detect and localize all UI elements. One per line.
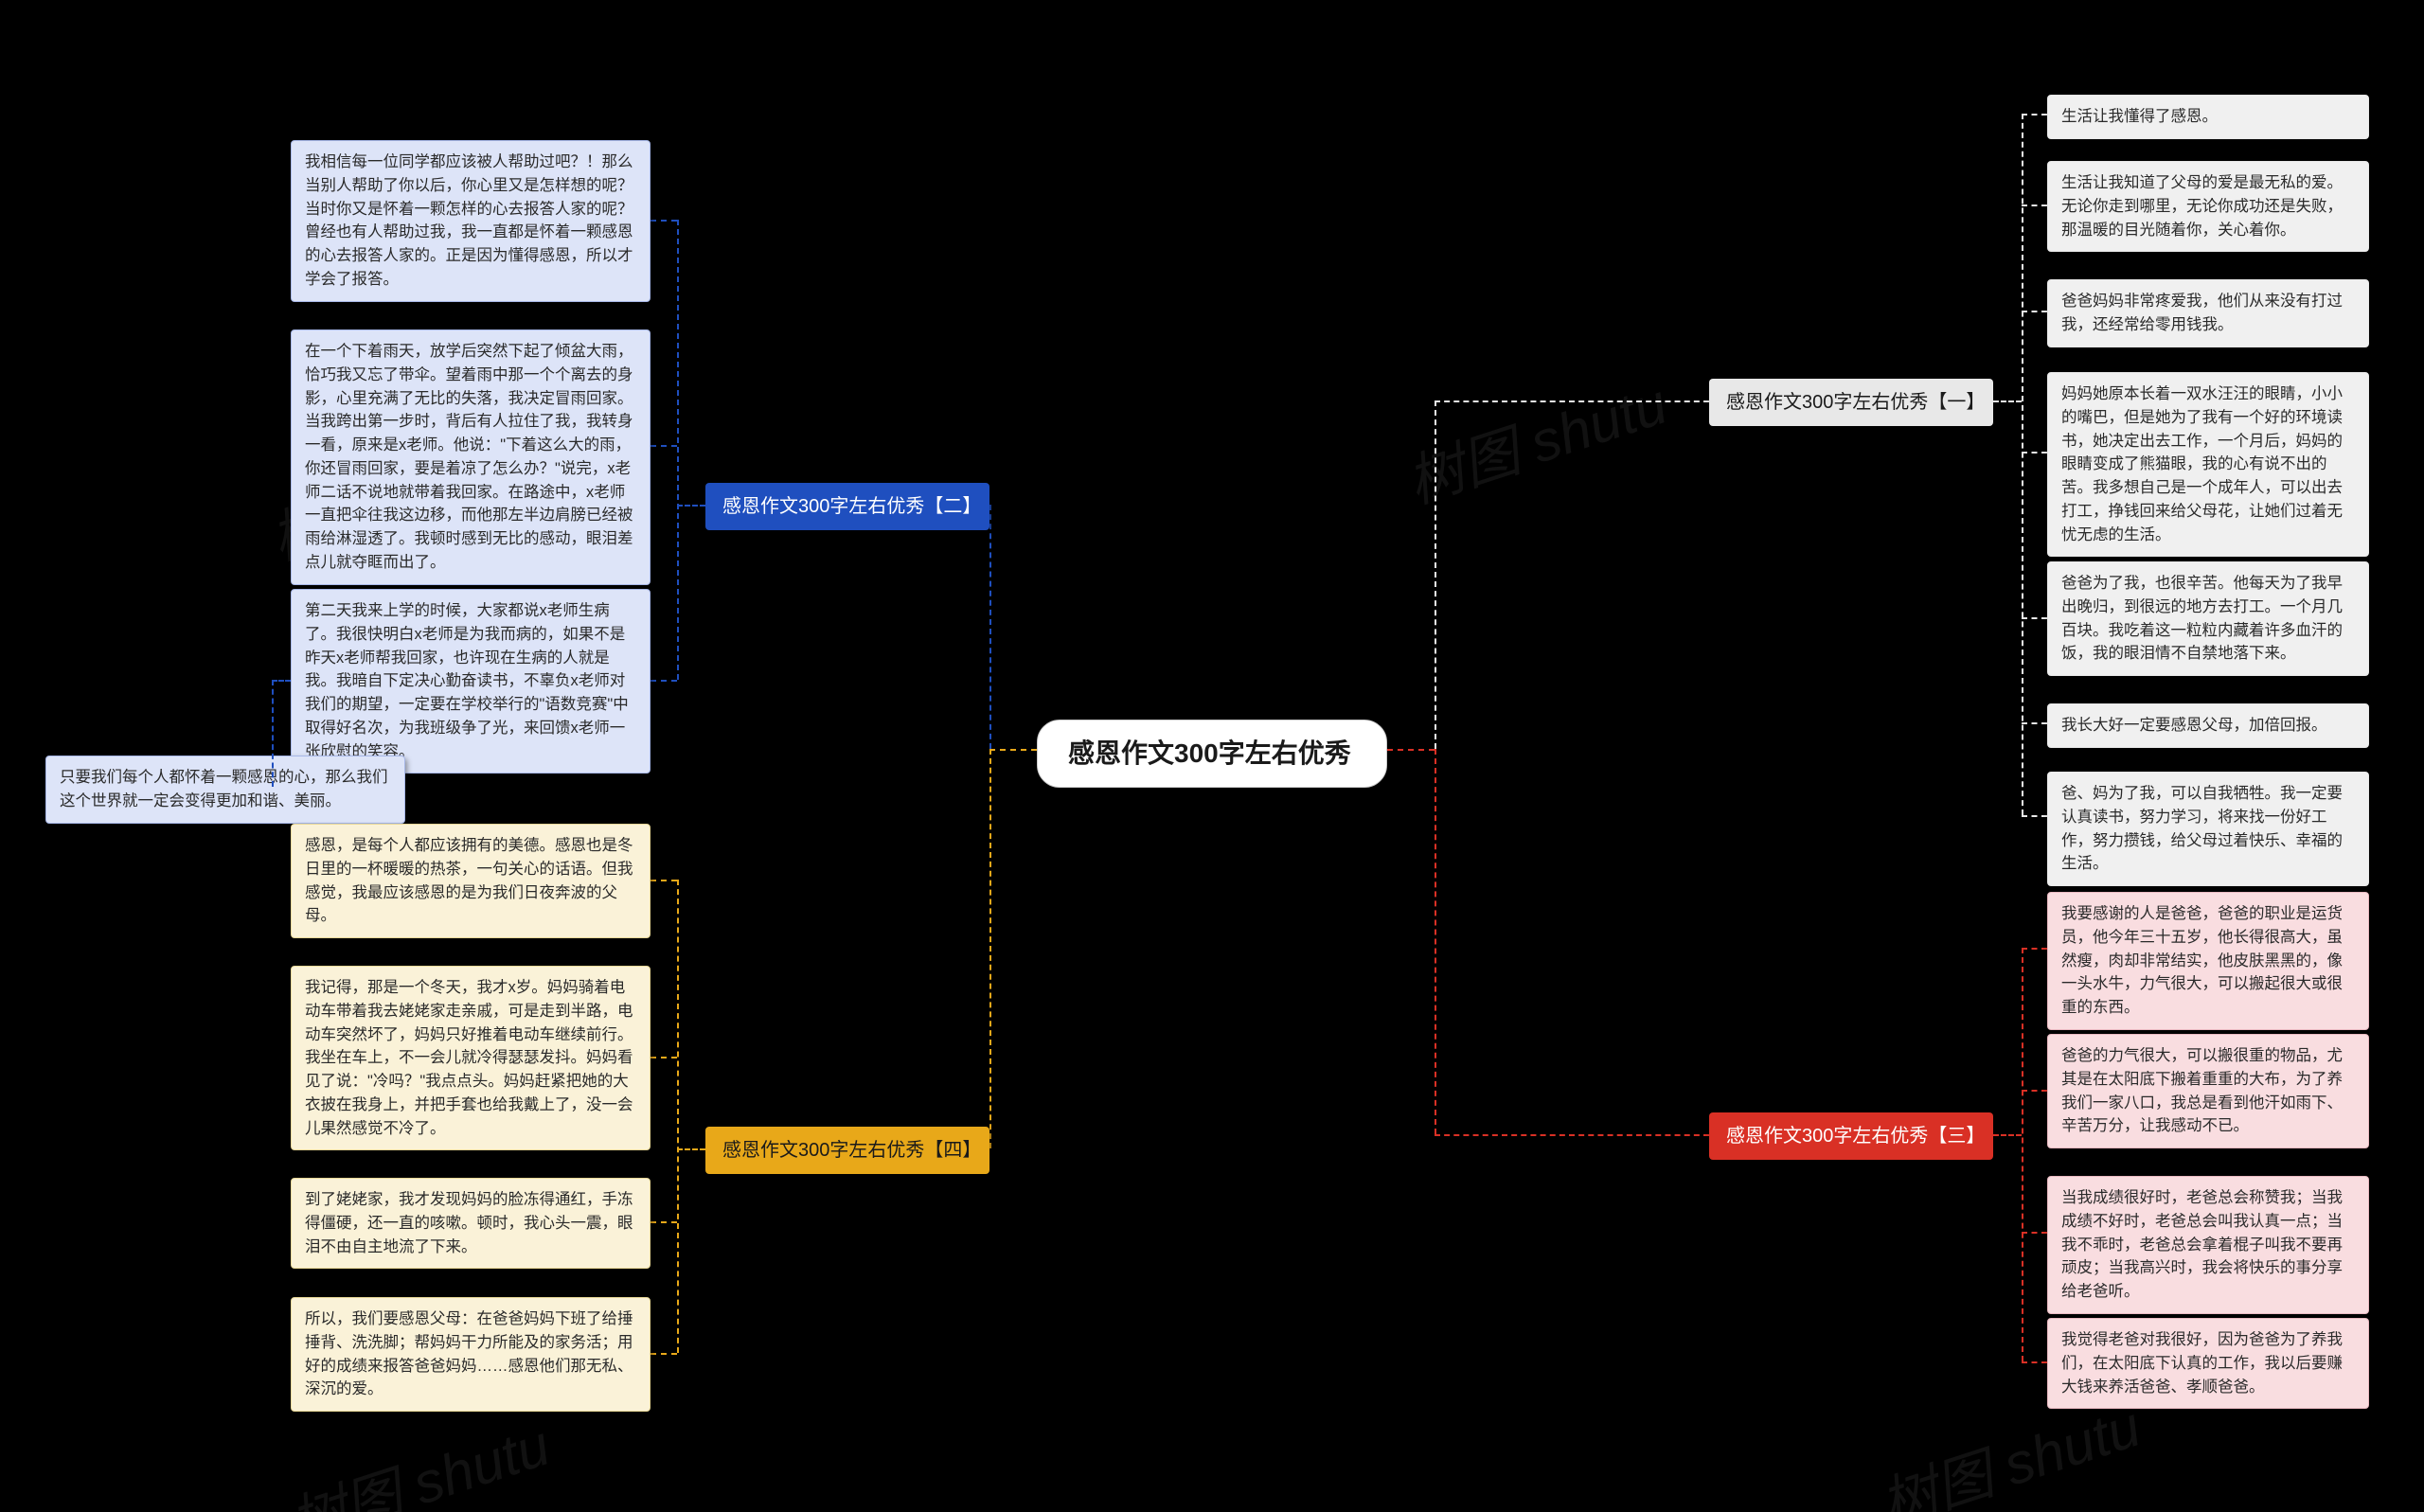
section-node-s1: 感恩作文300字左右优秀【一】	[1709, 379, 1993, 426]
leaf-node: 在一个下着雨天，放学后突然下起了倾盆大雨，恰巧我又忘了带伞。望着雨中那一个个离去…	[291, 329, 651, 585]
section-node-s4: 感恩作文300字左右优秀【四】	[705, 1127, 989, 1174]
leaf-node: 感恩，是每个人都应该拥有的美德。感恩也是冬日里的一杯暖暖的热茶，一句关心的话语。…	[291, 824, 651, 938]
leaf-node: 爸爸妈妈非常疼爱我，他们从来没有打过我，还经常给零用钱我。	[2047, 279, 2369, 347]
leaf-node: 到了姥姥家，我才发现妈妈的脸冻得通红，手冻得僵硬，还一直的咳嗽。顿时，我心头一震…	[291, 1178, 651, 1269]
leaf-node: 我长大好一定要感恩父母，加倍回报。	[2047, 703, 2369, 748]
leaf-node: 爸爸为了我，也很辛苦。他每天为了我早出晚归，到很远的地方去打工。一个月几百块。我…	[2047, 561, 2369, 676]
center-node: 感恩作文300字左右优秀	[1037, 720, 1387, 788]
mindmap-canvas: 树图 shutu树图 shutu树图 shutu树图 shutu感恩作文300字…	[0, 0, 2424, 1512]
leaf-node: 我相信每一位同学都应该被人帮助过吧？！那么当别人帮助了你以后，你心里又是怎样想的…	[291, 140, 651, 302]
leaf-node: 妈妈她原本长着一双水汪汪的眼睛，小小的嘴巴，但是她为了我有一个好的环境读书，她决…	[2047, 372, 2369, 557]
leaf-node: 只要我们每个人都怀着一颗感恩的心，那么我们这个世界就一定会变得更加和谐、美丽。	[45, 756, 405, 824]
section-node-s3: 感恩作文300字左右优秀【三】	[1709, 1112, 1993, 1160]
section-node-s2: 感恩作文300字左右优秀【二】	[705, 483, 989, 530]
leaf-node: 第二天我来上学的时候，大家都说x老师生病了。我很快明白x老师是为我而病的，如果不…	[291, 589, 651, 774]
watermark: 树图 shutu	[277, 1399, 558, 1512]
leaf-node: 我记得，那是一个冬天，我才x岁。妈妈骑着电动车带着我去姥姥家走亲戚，可是走到半路…	[291, 966, 651, 1150]
leaf-node: 我觉得老爸对我很好，因为爸爸为了养我们，在太阳底下认真的工作，我以后要赚大钱来养…	[2047, 1318, 2369, 1409]
leaf-node: 爸爸的力气很大，可以搬很重的物品，尤其是在太阳底下搬着重重的大布，为了养我们一家…	[2047, 1034, 2369, 1148]
leaf-node: 生活让我懂得了感恩。	[2047, 95, 2369, 139]
leaf-node: 当我成绩很好时，老爸总会称赞我；当我成绩不好时，老爸总会叫我认真一点；当我不乖时…	[2047, 1176, 2369, 1314]
watermark: 树图 shutu	[1395, 358, 1675, 519]
leaf-node: 所以，我们要感恩父母：在爸爸妈妈下班了给捶捶背、洗洗脚；帮妈妈干力所能及的家务活…	[291, 1297, 651, 1412]
leaf-node: 生活让我知道了父母的爱是最无私的爱。无论你走到哪里，无论你成功还是失败，那温暖的…	[2047, 161, 2369, 252]
leaf-node: 我要感谢的人是爸爸，爸爸的职业是运货员，他今年三十五岁，他长得很高大，虽然瘦，肉…	[2047, 892, 2369, 1030]
leaf-node: 爸、妈为了我，可以自我牺牲。我一定要认真读书，努力学习，将来找一份好工作，努力攒…	[2047, 772, 2369, 886]
